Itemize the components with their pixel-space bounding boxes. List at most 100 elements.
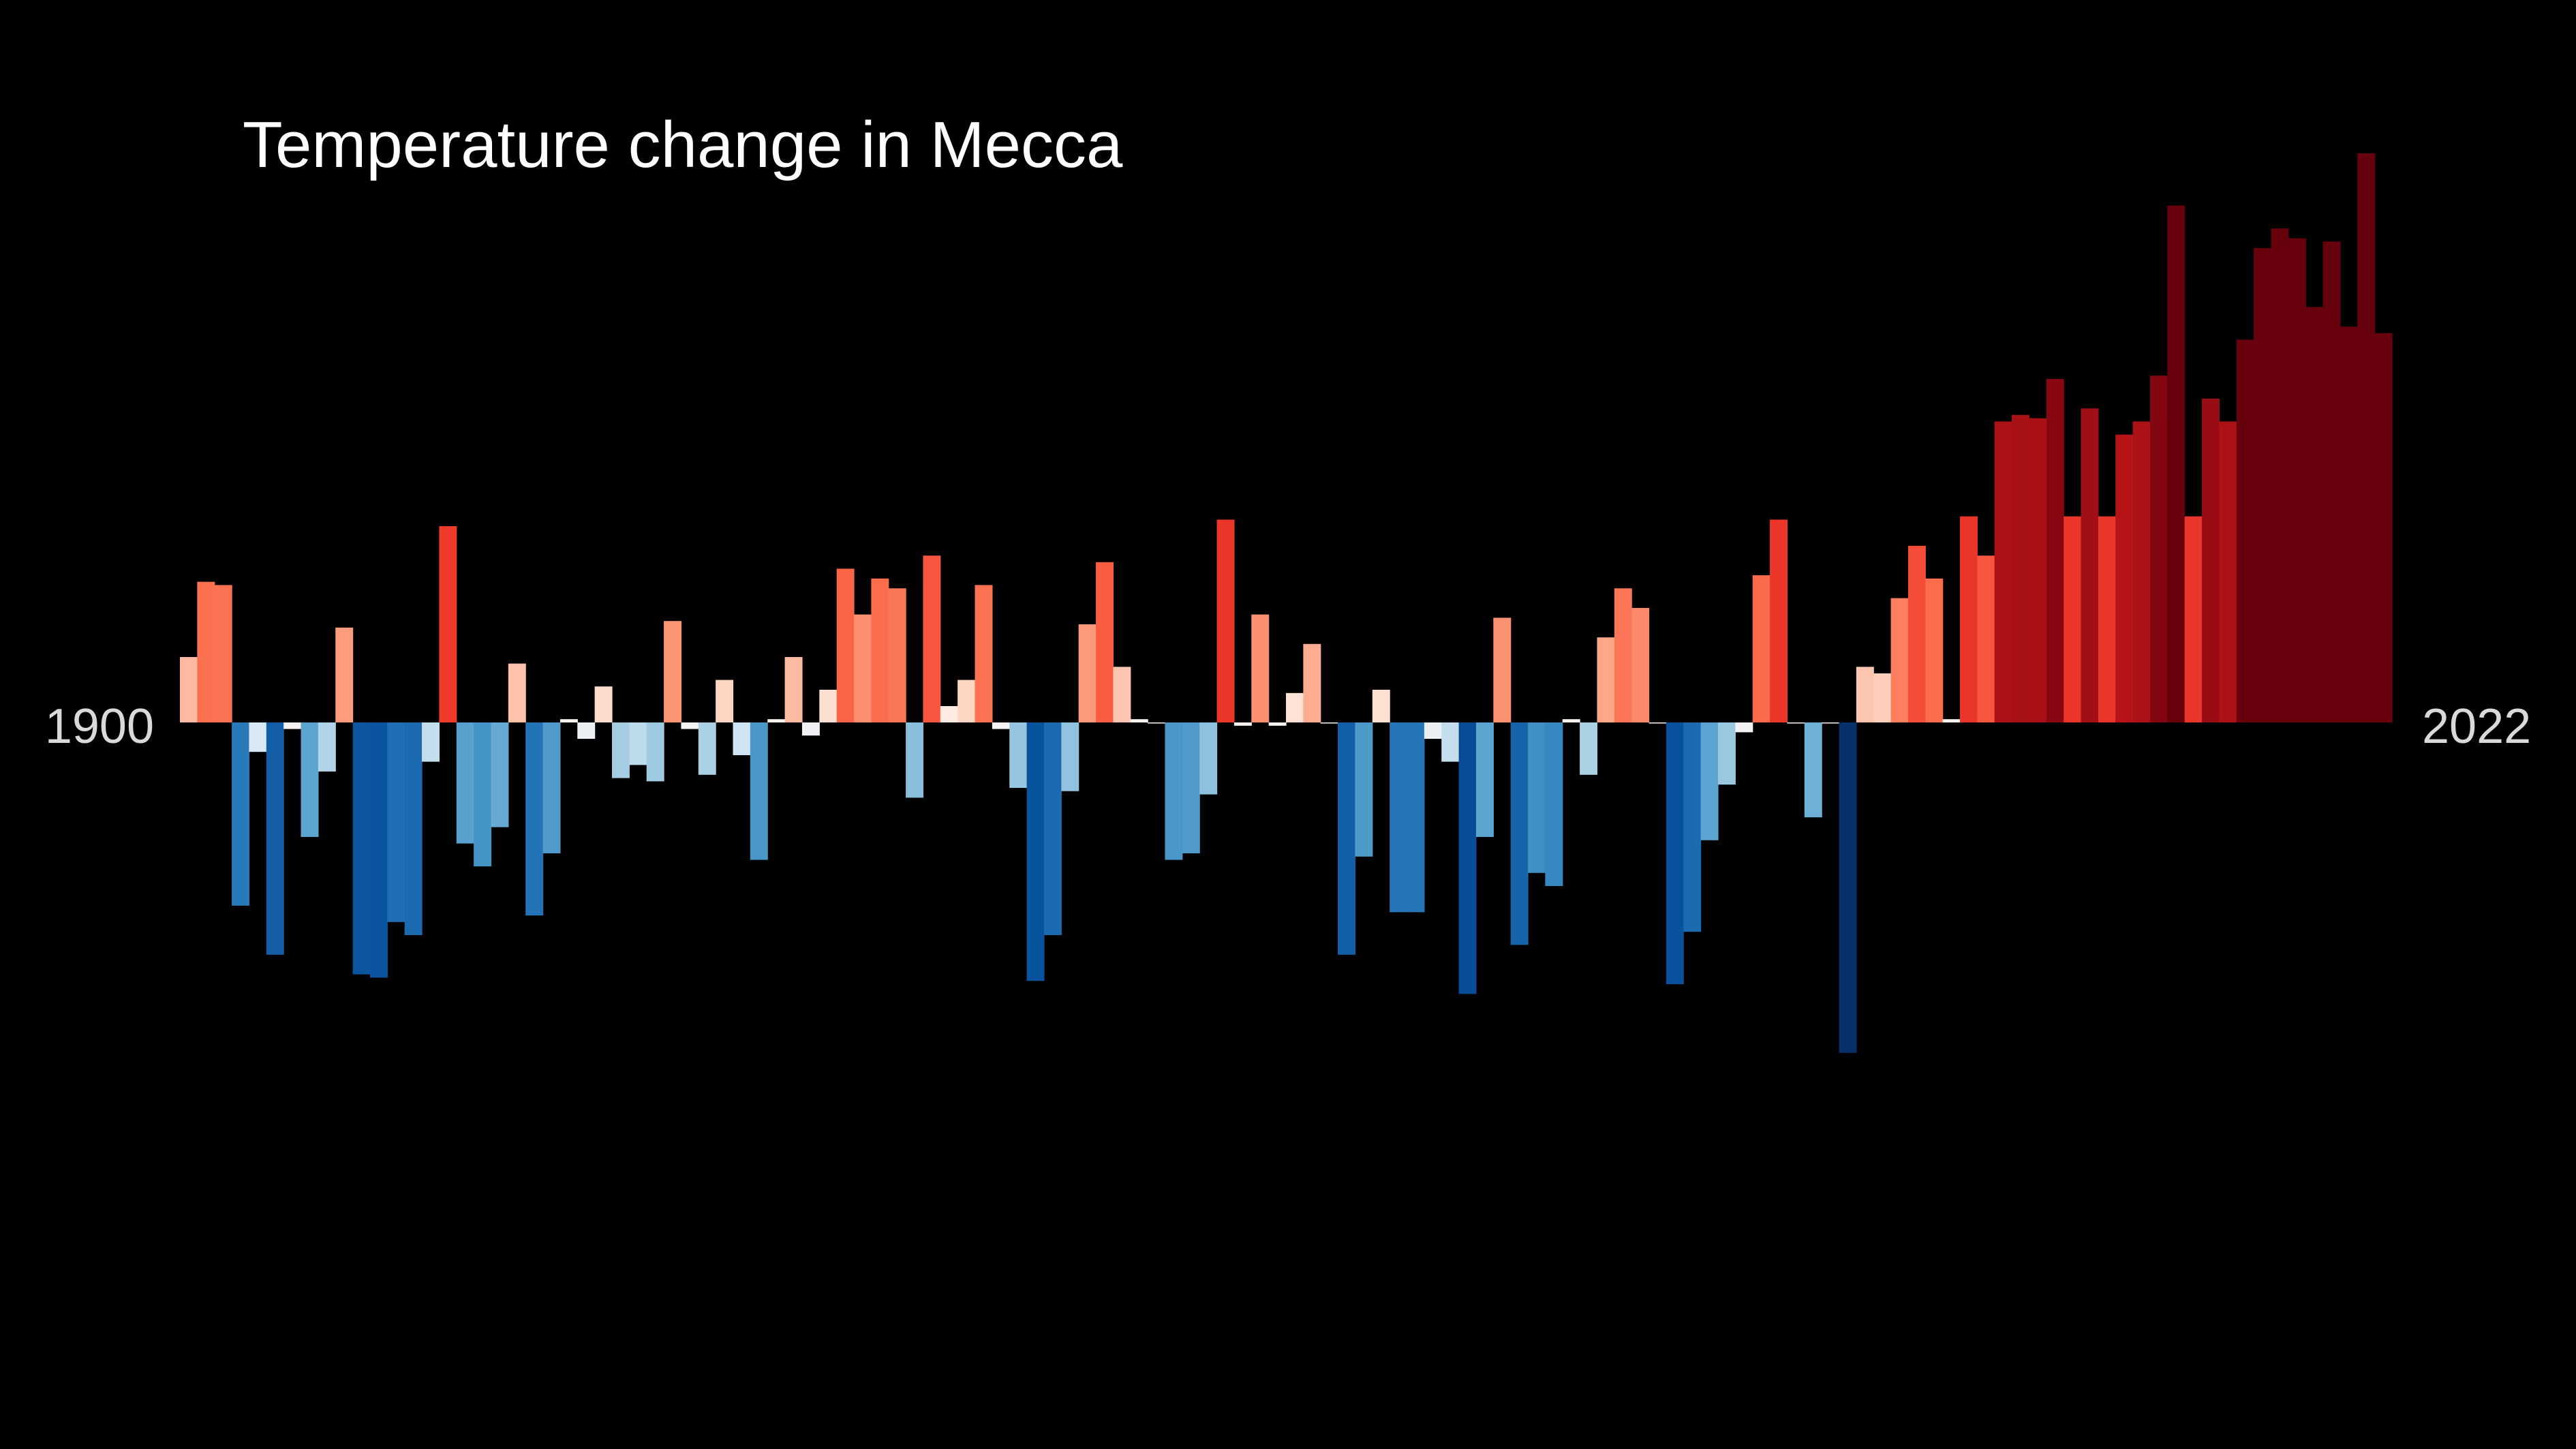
bar-1930 xyxy=(698,722,716,775)
bar-1976 xyxy=(1493,617,1512,722)
bar-2009 xyxy=(2064,516,2082,722)
bar-2003 xyxy=(1960,516,1978,722)
bar-2005 xyxy=(1994,421,2012,722)
bar-1932 xyxy=(733,722,751,755)
bar-2004 xyxy=(1977,555,1995,722)
bar-1996 xyxy=(1839,722,1857,1053)
bar-2008 xyxy=(2046,379,2064,722)
bar-1914 xyxy=(422,722,440,762)
bar-1982 xyxy=(1597,637,1615,722)
bar-1971 xyxy=(1407,722,1425,913)
bar-1923 xyxy=(577,722,596,739)
bar-1991 xyxy=(1752,575,1770,722)
bar-1999 xyxy=(1890,598,1909,722)
bar-1967 xyxy=(1338,722,1356,955)
bar-1922 xyxy=(559,719,578,722)
bar-1957 xyxy=(1165,722,1183,860)
bar-1984 xyxy=(1631,608,1650,722)
bar-1904 xyxy=(249,722,267,752)
bar-1909 xyxy=(335,627,354,722)
bar-2010 xyxy=(2081,408,2099,722)
bar-1979 xyxy=(1545,722,1563,886)
bar-1927 xyxy=(646,722,664,782)
bar-1929 xyxy=(681,722,699,729)
bar-1900 xyxy=(180,657,198,722)
bar-1994 xyxy=(1804,722,1822,818)
bar-1946 xyxy=(975,585,993,722)
bar-1939 xyxy=(854,614,872,722)
bar-1987 xyxy=(1683,722,1702,932)
bar-1905 xyxy=(266,722,284,955)
bar-1911 xyxy=(369,722,388,978)
bar-1998 xyxy=(1873,673,1892,722)
bar-2017 xyxy=(2202,398,2220,722)
bar-1958 xyxy=(1182,722,1200,853)
bar-1997 xyxy=(1856,667,1874,722)
bar-1944 xyxy=(940,706,958,722)
bar-1989 xyxy=(1717,722,1736,785)
bar-1901 xyxy=(197,581,215,722)
bar-1947 xyxy=(992,722,1010,729)
start-year-label: 1900 xyxy=(45,699,154,754)
bar-1916 xyxy=(456,722,474,844)
bar-1928 xyxy=(664,621,682,722)
bar-1969 xyxy=(1372,690,1390,722)
bar-1990 xyxy=(1735,722,1753,733)
bar-1993 xyxy=(1787,722,1805,724)
bar-1942 xyxy=(906,722,924,798)
bar-1921 xyxy=(542,722,561,853)
bar-2023 xyxy=(2305,307,2324,722)
bar-1913 xyxy=(404,722,423,935)
bar-1986 xyxy=(1666,722,1684,984)
bar-1988 xyxy=(1700,722,1719,840)
bar-1912 xyxy=(387,722,405,922)
bar-1915 xyxy=(439,526,457,722)
bar-2011 xyxy=(2098,516,2116,722)
bar-1955 xyxy=(1130,719,1148,722)
bar-1949 xyxy=(1026,722,1045,981)
bar-2014 xyxy=(2149,376,2168,722)
bar-1950 xyxy=(1043,722,1062,935)
bar-1937 xyxy=(819,690,838,722)
bar-1985 xyxy=(1649,722,1667,724)
bar-1933 xyxy=(750,722,768,860)
bar-1973 xyxy=(1441,722,1460,762)
bar-1951 xyxy=(1061,722,1079,791)
bar-2018 xyxy=(2219,421,2237,722)
bar-1961 xyxy=(1233,722,1252,726)
bars-group xyxy=(180,153,2393,1053)
bar-2022 xyxy=(2288,238,2306,723)
bar-1920 xyxy=(525,722,544,916)
bar-1959 xyxy=(1199,722,1218,795)
bar-1918 xyxy=(491,722,509,827)
bar-1960 xyxy=(1216,519,1235,722)
bar-1977 xyxy=(1510,722,1529,945)
bar-1974 xyxy=(1458,722,1477,994)
bar-1956 xyxy=(1148,722,1166,724)
bar-1965 xyxy=(1303,643,1321,722)
bar-2015 xyxy=(2167,205,2186,723)
bar-1919 xyxy=(508,663,526,722)
bar-1910 xyxy=(352,722,371,975)
bar-1962 xyxy=(1251,614,1270,722)
bar-1902 xyxy=(214,585,232,722)
bar-2027 xyxy=(2374,333,2393,722)
bar-2012 xyxy=(2115,434,2134,722)
bar-1992 xyxy=(1770,519,1788,722)
bar-1941 xyxy=(888,588,906,722)
bar-2024 xyxy=(2322,241,2341,722)
bar-2026 xyxy=(2357,153,2376,723)
bar-1972 xyxy=(1424,722,1442,739)
bar-1980 xyxy=(1562,719,1580,722)
bar-2002 xyxy=(1942,719,1961,722)
bar-1981 xyxy=(1580,722,1598,775)
bar-1940 xyxy=(871,578,889,722)
bar-1978 xyxy=(1528,722,1546,873)
bar-1943 xyxy=(923,555,941,722)
bar-2016 xyxy=(2184,516,2203,722)
bar-1924 xyxy=(594,686,613,722)
bar-1903 xyxy=(232,722,250,906)
bar-1931 xyxy=(716,680,734,722)
